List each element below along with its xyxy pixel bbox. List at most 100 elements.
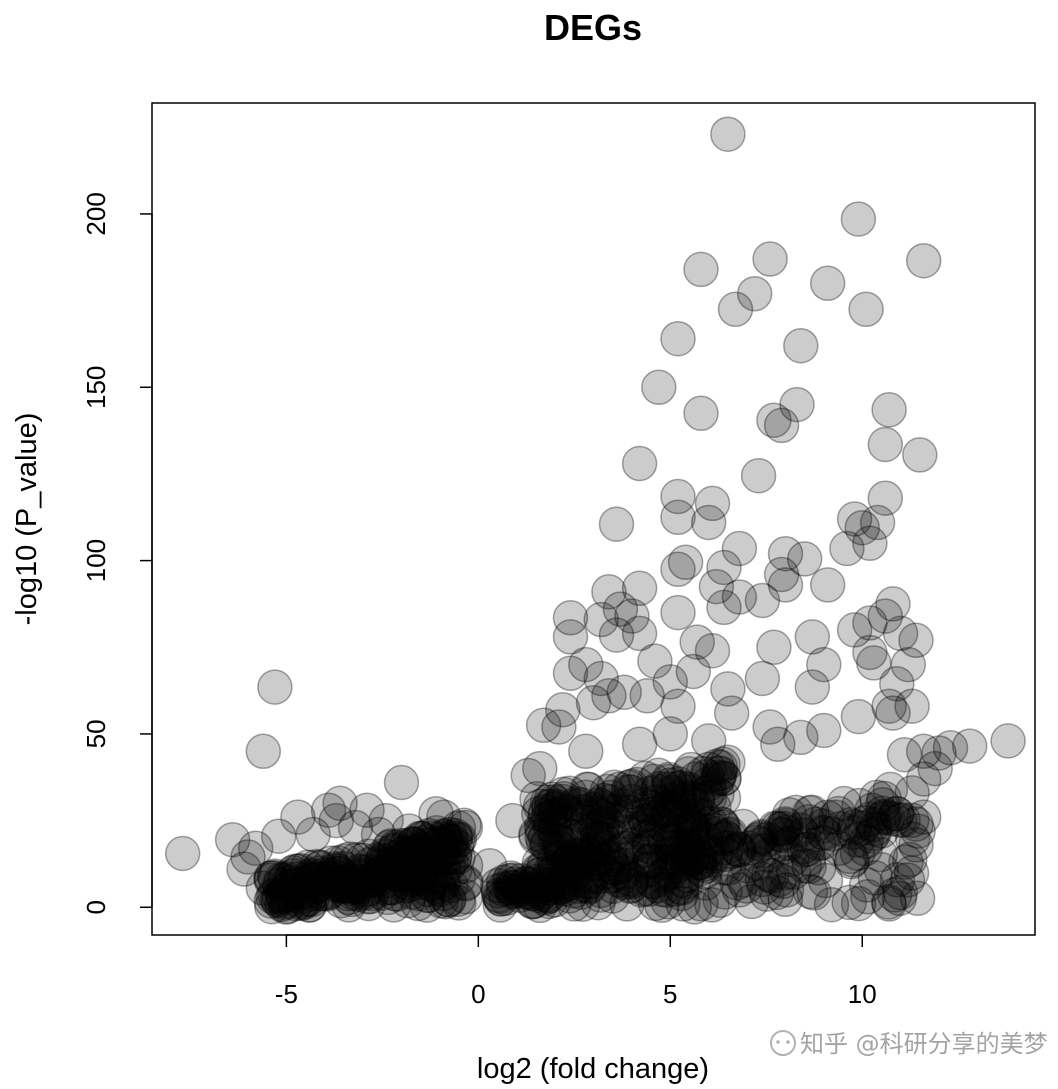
data-point [660, 688, 696, 724]
dense-point [814, 816, 850, 852]
dense-point [867, 798, 903, 835]
dense-point [318, 855, 355, 892]
data-point [856, 645, 892, 681]
data-point [322, 785, 358, 822]
dense-point [711, 817, 747, 854]
dense-point [302, 850, 338, 886]
dense-point [551, 775, 588, 812]
dense-point [528, 826, 565, 863]
dense-point [775, 854, 812, 891]
dense-point [404, 820, 440, 856]
dense-point [418, 815, 455, 851]
dense-point [264, 877, 301, 913]
dense-point [423, 883, 459, 919]
data-point [932, 730, 969, 766]
dense-point [596, 769, 633, 806]
dense-point [644, 887, 680, 924]
dense-point [598, 836, 635, 872]
chart-title: DEGs [544, 7, 642, 48]
dense-point [855, 806, 892, 843]
data-point [806, 712, 842, 749]
dense-point [547, 850, 583, 886]
data-point [368, 802, 404, 839]
dense-point [332, 870, 369, 906]
dense-point [395, 826, 432, 863]
dense-point [876, 801, 912, 837]
dense-point [432, 823, 469, 860]
dense-point [549, 816, 586, 853]
dense-point [370, 879, 406, 916]
dense-point [365, 875, 401, 911]
dense-point [556, 886, 592, 922]
dense-point [402, 864, 438, 900]
data-point [990, 723, 1026, 759]
dense-point [354, 875, 390, 912]
dense-point [595, 868, 632, 905]
dense-point [839, 835, 876, 872]
data-point [591, 574, 627, 610]
data-point [721, 579, 758, 615]
data-point [683, 251, 719, 288]
dense-point [536, 784, 572, 820]
dense-point [528, 863, 564, 899]
dense-point [382, 856, 418, 892]
dense-point [673, 817, 710, 854]
dense-point [832, 838, 868, 875]
dense-point [424, 841, 460, 877]
dense-point [412, 866, 448, 902]
dense-point [577, 846, 613, 882]
dense-point [633, 842, 669, 878]
dense-point [560, 868, 597, 905]
dense-point [866, 780, 902, 817]
dense-point [388, 827, 425, 864]
dense-point [654, 829, 691, 866]
dense-point [540, 822, 576, 859]
data-point [898, 806, 934, 842]
dense-point [565, 886, 601, 922]
dense-point [612, 868, 648, 905]
dense-point [791, 848, 827, 885]
dense-point [485, 871, 522, 907]
dense-point [731, 830, 767, 866]
dense-point [292, 859, 329, 895]
dense-point [790, 831, 826, 867]
dense-point [601, 862, 637, 899]
dense-point [363, 854, 399, 890]
dense-point [541, 869, 578, 906]
data-point [760, 726, 796, 763]
dense-point [653, 854, 690, 890]
dense-point [527, 867, 564, 903]
dense-point [287, 882, 324, 918]
dense-point [758, 874, 795, 911]
dense-point [253, 860, 289, 896]
data-point [763, 407, 800, 444]
data-point [675, 653, 712, 690]
dense-point [379, 856, 415, 893]
data-point [717, 291, 754, 328]
dense-point [615, 827, 651, 864]
dense-point [852, 801, 888, 837]
dense-point [647, 823, 683, 859]
dense-point [548, 806, 584, 843]
dense-point [532, 807, 569, 843]
data-point [591, 678, 627, 714]
dense-point [768, 814, 804, 851]
x-tick-label: 10 [848, 979, 877, 1009]
dense-point [446, 807, 482, 843]
dense-point [292, 857, 329, 893]
dense-point [521, 853, 558, 890]
dense-point [739, 824, 775, 860]
dense-point [350, 885, 387, 922]
dense-point [696, 838, 733, 874]
dense-point [556, 846, 592, 883]
dense-point [706, 818, 743, 855]
dense-point [701, 755, 738, 792]
dense-point [623, 872, 660, 908]
dense-point [592, 793, 628, 830]
dense-point [482, 878, 518, 915]
dense-point [255, 879, 291, 915]
dense-point [559, 837, 596, 873]
dense-point [834, 841, 871, 878]
dense-point [885, 802, 921, 838]
dense-point [534, 867, 570, 903]
